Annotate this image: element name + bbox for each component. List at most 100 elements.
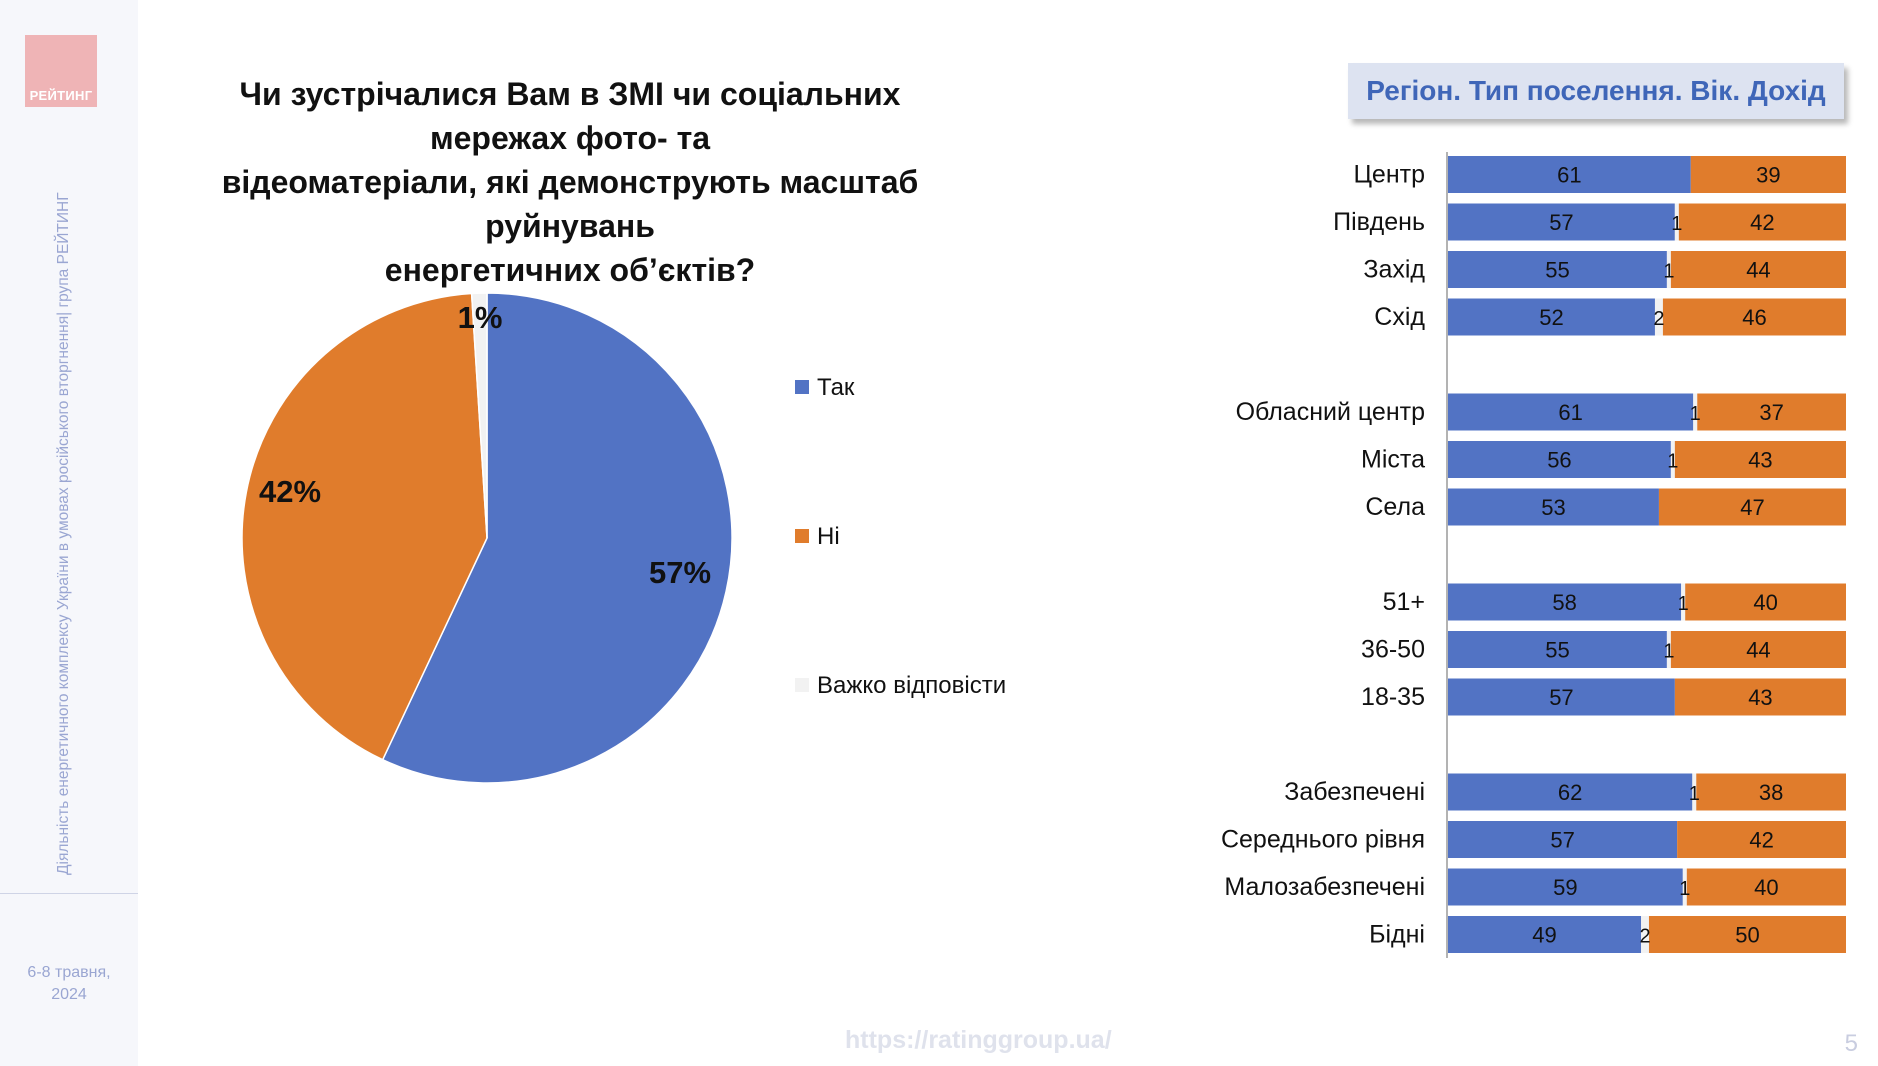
bar-value-yes: 57: [1549, 685, 1573, 710]
bar-segment-hard: [1670, 441, 1675, 478]
legend-swatch: [795, 380, 809, 394]
bar-category-label: Обласний центр: [1236, 398, 1425, 426]
pie-slice: [470, 292, 488, 539]
bar-value-no: 47: [1740, 495, 1764, 520]
bar-segment-yes: [1448, 156, 1691, 193]
bar-segment-yes: [1448, 488, 1659, 526]
bar-segment-hard: [1681, 583, 1686, 621]
bar-segment-yes: [1448, 441, 1671, 478]
bar-segment-no: [1685, 583, 1846, 621]
stacked-bar-chart: 61 39 Центр 57 1 42 Південь 55 1 44 Захід 52 2 46 Схід…: [1221, 152, 1846, 958]
bar-segment-yes: [1448, 298, 1655, 336]
legend-label: Ні: [817, 523, 840, 550]
legend-item: Так: [795, 374, 854, 402]
bar-segment-no: [1697, 393, 1846, 431]
question-title-line2: відеоматеріали, які демонструють масштаб…: [221, 164, 919, 244]
bar-value-no: 44: [1746, 258, 1770, 283]
bar-segment-hard: [1674, 203, 1679, 241]
bar-segment-no: [1677, 821, 1846, 858]
legend-label: Важко відповісти: [817, 672, 1007, 699]
sidebar: РЕЙТИНГ Діяльність енергетичного комплек…: [0, 0, 138, 1066]
pie-slice-label: 57%: [649, 555, 711, 590]
bar-value-no: 43: [1748, 448, 1772, 473]
bar-value-no: 42: [1749, 828, 1773, 853]
bar-segment-no: [1670, 631, 1846, 668]
logo-text: РЕЙТИНГ: [29, 88, 93, 103]
bar-value-no: 43: [1748, 685, 1772, 710]
bar-value-no: 39: [1756, 163, 1780, 188]
bar-segment-hard: [1666, 251, 1671, 288]
survey-date: 6-8 травня, 2024: [0, 962, 138, 1006]
pie-chart: 57% 42% 1%: [241, 292, 733, 784]
bar-segment-no: [1674, 678, 1846, 716]
bar-category-label: 51+: [1383, 588, 1425, 616]
bar-segment-no: [1686, 868, 1846, 906]
bar-value-yes: 59: [1553, 875, 1577, 900]
bar-value-no: 42: [1750, 210, 1774, 235]
bar-segment-no: [1678, 203, 1846, 241]
bar-category-label: Бідні: [1369, 921, 1425, 949]
bar-segment-hard: [1641, 916, 1649, 953]
bar-value-no: 46: [1742, 305, 1766, 330]
bar-value-yes: 53: [1541, 495, 1565, 520]
bar-segment-yes: [1448, 916, 1642, 953]
legend-swatch: [795, 678, 809, 692]
bar-segment-yes: [1448, 678, 1675, 716]
bar-value-hard: 1: [1689, 783, 1700, 805]
bar-segment-hard: [1682, 868, 1687, 906]
bar-segment-yes: [1448, 583, 1682, 621]
pie-slice: [381, 292, 733, 784]
bar-value-no: 40: [1753, 590, 1777, 615]
bar-segment-hard: [1666, 631, 1671, 668]
bar-segment-no: [1696, 773, 1846, 811]
bar-value-hard: 1: [1663, 641, 1674, 663]
bar-value-yes: 55: [1545, 258, 1569, 283]
bar-value-yes: 49: [1532, 923, 1556, 948]
section-header: Регіон. Тип поселення. Вік. Дохід: [1348, 63, 1844, 119]
bar-category-label: Забезпечені: [1284, 778, 1425, 806]
bar-segment-yes: [1448, 203, 1675, 241]
bar-value-yes: 61: [1557, 163, 1581, 188]
bar-value-hard: 1: [1679, 878, 1690, 900]
bar-value-no: 37: [1759, 400, 1783, 425]
question-title: Чи зустрічалися Вам в ЗМІ чи соціальних …: [170, 72, 970, 292]
bar-segment-no: [1648, 916, 1846, 953]
pie-slice-label: 42%: [259, 474, 321, 509]
bar-category-label: Міста: [1361, 446, 1425, 474]
page-number: 5: [1844, 1030, 1858, 1057]
bar-category-label: 36-50: [1361, 636, 1425, 664]
bar-value-hard: 1: [1690, 403, 1701, 425]
question-title-line3: енергетичних об’єктів?: [384, 252, 756, 288]
bar-value-yes: 55: [1545, 638, 1569, 663]
footer-url[interactable]: https://ratinggroup.ua/: [845, 1026, 1112, 1054]
survey-date-line2: 2024: [51, 986, 87, 1003]
legend-swatch: [795, 529, 809, 543]
rating-logo: РЕЙТИНГ: [25, 35, 97, 107]
bar-value-no: 38: [1759, 780, 1783, 805]
bar-segment-yes: [1448, 393, 1694, 431]
legend-label: Так: [817, 374, 855, 401]
bar-segment-hard: [1693, 393, 1698, 431]
legend-item: Ні: [795, 523, 840, 551]
bar-category-label: Південь: [1333, 208, 1425, 236]
bar-category-label: Малозабезпечені: [1224, 873, 1425, 901]
pie-slice-label: 1%: [458, 300, 503, 335]
bar-value-hard: 1: [1678, 593, 1689, 615]
legend-item: Важко відповісти: [795, 672, 1006, 700]
bar-segment-no: [1690, 156, 1846, 193]
bar-segment-no: [1658, 488, 1846, 526]
bar-segment-hard: [1654, 298, 1663, 336]
bar-value-yes: 57: [1549, 210, 1573, 235]
sidebar-divider: [0, 893, 138, 894]
bar-value-yes: 52: [1539, 305, 1563, 330]
bar-category-label: Середнього рівня: [1221, 826, 1425, 854]
pie-slice: [241, 292, 488, 761]
bar-segment-yes: [1448, 868, 1683, 906]
bar-value-yes: 61: [1558, 400, 1582, 425]
bar-segment-no: [1662, 298, 1846, 336]
bar-segment-no: [1670, 251, 1846, 288]
bar-value-hard: 1: [1671, 213, 1682, 235]
bar-value-no: 40: [1754, 875, 1778, 900]
bar-value-yes: 58: [1552, 590, 1576, 615]
bar-segment-yes: [1448, 251, 1667, 288]
